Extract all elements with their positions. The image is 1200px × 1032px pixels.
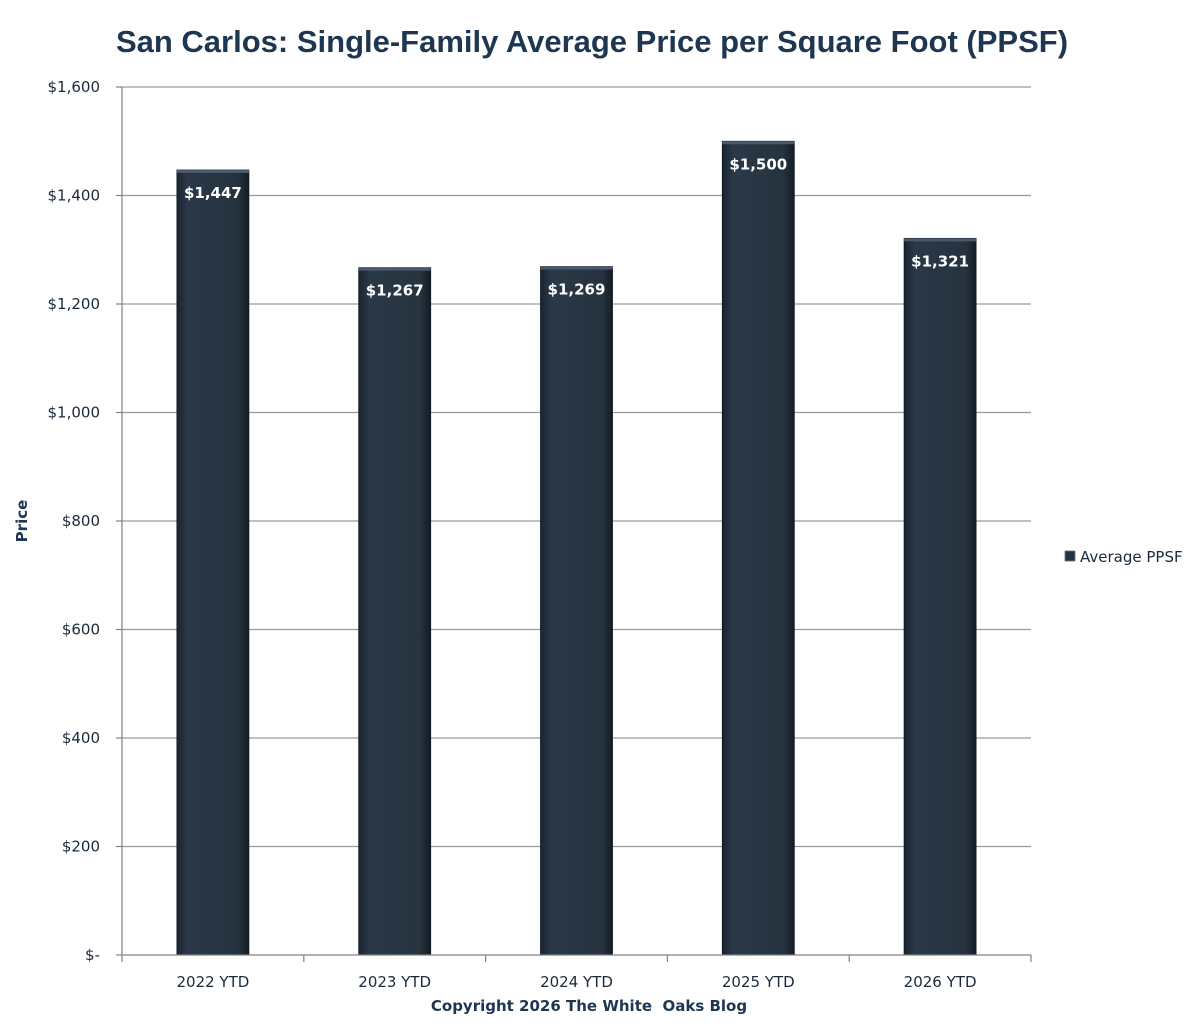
x-axis-title: Copyright 2026 The White Oaks Blog (431, 997, 747, 1015)
x-category-label: 2023 YTD (358, 973, 431, 991)
x-category-label: 2022 YTD (176, 973, 249, 991)
bar-data-label: $1,269 (548, 281, 606, 299)
y-tick-label: $600 (62, 621, 100, 639)
y-axis-tick-labels: $- $200 $400 $600 $800 $1,000 $1,200 $1,400 $1,6… (48, 78, 122, 964)
y-tick-label: $200 (62, 838, 100, 856)
axes (121, 87, 1032, 962)
legend-label: Average PPSF (1080, 548, 1183, 566)
x-category-label: 2024 YTD (540, 973, 613, 991)
y-tick-label: $1,400 (48, 187, 101, 205)
bar-top-highlight (358, 267, 431, 271)
x-category-label: 2025 YTD (722, 973, 795, 991)
bar-2022-ytd (176, 169, 250, 956)
bar-2024-ytd (540, 266, 613, 956)
bar-top-highlight (904, 238, 977, 242)
y-axis-title: Price (13, 500, 31, 543)
legend: Average PPSF (1064, 548, 1183, 566)
x-category-label: 2026 YTD (904, 973, 977, 991)
bar-data-label: $1,447 (184, 184, 242, 202)
y-tick-label: $1,200 (48, 295, 101, 313)
bar-top-highlight (722, 141, 795, 145)
x-axis-category-labels: 2022 YTD 2023 YTD 2024 YTD 2025 YTD 2026 YTD (176, 973, 976, 991)
bar-data-label: $1,500 (729, 155, 787, 173)
y-tick-label: $1,000 (48, 404, 101, 422)
bar-data-labels: $1,447 $1,267 $1,269 $1,500 $1,321 (184, 155, 969, 299)
y-tick-label: $800 (62, 512, 100, 530)
chart-title: San Carlos: Single-Family Average Price … (116, 24, 1068, 59)
y-tick-label: $1,600 (48, 78, 101, 96)
bar-2026-ytd (903, 237, 977, 956)
y-tick-label: $- (85, 946, 100, 964)
bars (176, 140, 977, 956)
bar-data-label: $1,321 (911, 252, 969, 270)
y-tick-label: $400 (62, 729, 100, 747)
legend-swatch (1064, 550, 1076, 562)
bar-data-label: $1,267 (366, 282, 424, 300)
bar-top-highlight (176, 170, 249, 174)
bar-2023-ytd (358, 267, 432, 956)
bar-top-highlight (540, 266, 613, 270)
bar-2025-ytd (721, 140, 795, 956)
